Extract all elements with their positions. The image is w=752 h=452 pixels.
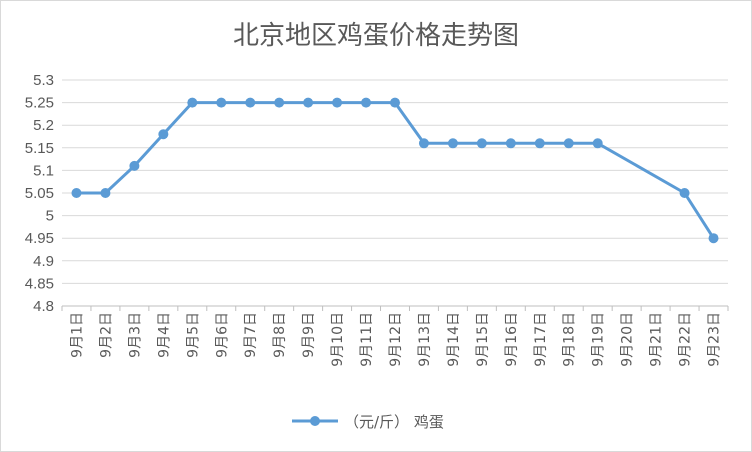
x-tick-label: 9月14日 [446,312,462,367]
x-tick-label: 9月11日 [359,312,375,367]
y-tick-label: 5.3 [33,72,54,89]
data-point [332,97,343,108]
x-tick-label: 9月17日 [533,312,549,367]
data-point [100,188,111,198]
series-layer [71,97,719,244]
data-point [390,97,400,108]
y-tick-labels: 4.8 4.85 4.9 4.95 5 5.05 5.1 5.15 5.2 5.25 5.3 [25,72,54,315]
y-tick-label: 5.05 [25,185,54,202]
data-point [505,138,516,149]
x-tick-label: 9月6日 [214,312,230,358]
x-tick-label: 9月21日 [649,312,665,367]
data-point [71,188,82,198]
y-tick-label: 4.95 [25,230,54,247]
x-tick-label: 9月3日 [127,312,143,358]
data-point [245,97,256,108]
data-point [592,138,603,149]
data-point [447,138,458,149]
data-point [534,138,545,149]
x-tick-label: 9月5日 [185,312,201,358]
y-tick-label: 5.1 [33,162,54,179]
legend-label: （元/斤） 鸡蛋 [344,413,444,431]
legend-marker-swatch [310,416,320,426]
x-tick-label: 9月7日 [243,312,259,358]
data-point [708,233,719,244]
data-point [187,97,198,108]
x-tick-label: 9月19日 [591,312,607,367]
data-point [274,97,285,108]
data-point [129,160,140,171]
chart-title: 北京地区鸡蛋价格走势图 [233,21,519,51]
y-tick-label: 5.25 [25,95,54,112]
data-point [679,188,690,198]
data-point [303,97,314,108]
grid-lines [62,79,728,284]
y-tick-label: 5.2 [33,117,54,134]
x-tick-label: 9月8日 [272,312,288,358]
x-tick-label: 9月18日 [562,312,578,367]
x-tick-label: 9月4日 [156,312,172,358]
y-tick-label: 5.15 [25,140,54,157]
y-tick-label: 4.85 [25,275,54,292]
x-tick-label: 9月13日 [417,312,433,367]
x-tick-label: 9月22日 [678,312,694,367]
data-point [158,129,169,140]
y-tick-label: 4.8 [33,298,54,315]
data-point [361,97,372,108]
x-tick-label: 9月1日 [69,312,85,358]
x-tick-label: 9月20日 [620,312,636,367]
legend: （元/斤） 鸡蛋 [292,413,444,431]
y-tick-label: 4.9 [33,253,54,270]
x-tick-labels: 9月1日 9月2日 9月3日 9月4日 9月5日 9月6日 9月7日 9月8日 9月9日 9月10… [69,312,722,367]
data-point [563,138,574,149]
x-tick-label: 9月12日 [388,312,404,367]
x-tick-label: 9月10日 [330,312,346,367]
x-tick-label: 9月15日 [475,312,491,367]
y-tick-label: 5 [46,208,54,225]
data-point [418,138,429,149]
data-point [216,97,227,108]
x-tick-label: 9月9日 [301,312,317,358]
x-tick-label: 9月2日 [98,312,114,358]
x-tick-label: 9月23日 [707,312,723,367]
data-point [476,138,487,149]
axes [61,305,729,311]
x-tick-label: 9月16日 [504,312,520,367]
